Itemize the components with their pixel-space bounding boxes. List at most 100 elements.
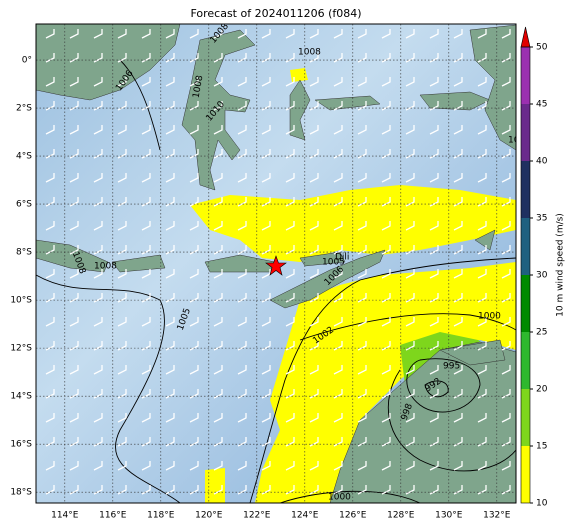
wind-barb	[309, 461, 319, 471]
wind-barb	[501, 461, 511, 471]
wind-barb	[237, 245, 247, 255]
wind-barb	[237, 365, 247, 375]
x-tick-label: 130°E	[435, 511, 463, 521]
wind-barb	[45, 485, 55, 495]
wind-barb	[261, 437, 271, 447]
wind-barb	[453, 125, 463, 135]
x-tick-label: 118°E	[147, 511, 175, 521]
wind-barb	[261, 53, 271, 63]
y-tick-label: 16°S	[10, 440, 32, 450]
wind-barb	[477, 317, 487, 327]
wind-barb	[501, 149, 511, 159]
wind-barb	[501, 365, 511, 375]
wind-barb	[453, 317, 463, 327]
wind-barb	[357, 101, 367, 111]
wind-barb	[117, 197, 127, 207]
wind-barb	[309, 53, 319, 63]
wind-barb	[141, 485, 151, 495]
wind-barb	[501, 413, 511, 423]
y-tick-label: 4°S	[16, 152, 32, 162]
wind-barb	[285, 101, 295, 111]
wind-barb	[405, 269, 415, 279]
y-tick-label: 8°S	[16, 248, 32, 258]
wind-barb	[429, 437, 439, 447]
colorbar-segment	[521, 446, 530, 503]
wind-barb	[357, 269, 367, 279]
wind-barb	[453, 293, 463, 303]
wind-barb	[333, 245, 343, 255]
wind-barb	[333, 461, 343, 471]
wind-barb	[165, 173, 175, 183]
wind-barb	[117, 149, 127, 159]
wind-barb	[309, 269, 319, 279]
x-tick-label: 132°E	[483, 511, 511, 521]
wind-barb	[213, 293, 223, 303]
wind-barb	[261, 221, 271, 231]
wind-barb	[69, 125, 79, 135]
wind-barb	[381, 221, 391, 231]
wind-barb	[141, 245, 151, 255]
wind-barb	[381, 101, 391, 111]
wind-barb	[93, 125, 103, 135]
wind-barb	[141, 125, 151, 135]
title: Forecast of 2024011206 (f084)	[190, 7, 361, 20]
wind-barb	[165, 77, 175, 87]
wind-barb	[213, 221, 223, 231]
wind-barb	[381, 245, 391, 255]
wind-barb	[477, 29, 487, 39]
wind-barb	[213, 245, 223, 255]
wind-barb	[501, 245, 511, 255]
wind-barb	[165, 197, 175, 207]
wind-barb	[477, 125, 487, 135]
wind-barb	[213, 197, 223, 207]
wind-barb	[501, 389, 511, 399]
wind-barb	[237, 53, 247, 63]
wind-barb	[453, 197, 463, 207]
wind-barb	[357, 461, 367, 471]
wind-barb	[45, 389, 55, 399]
wind-barb	[69, 461, 79, 471]
wind-barb	[429, 389, 439, 399]
y-tick-label: 0°	[22, 56, 32, 66]
wind-barb	[261, 101, 271, 111]
wind-barb	[237, 437, 247, 447]
colorbar-tick-label: 45	[536, 100, 547, 110]
wind-barb	[405, 245, 415, 255]
x-tick-label: 124°E	[291, 511, 319, 521]
wind-barb	[237, 149, 247, 159]
x-tick-label: 128°E	[387, 511, 415, 521]
wind-barb	[237, 485, 247, 495]
wind-barb	[117, 101, 127, 111]
wind-barb	[285, 413, 295, 423]
wind-barb	[93, 437, 103, 447]
wind-barb	[429, 29, 439, 39]
wind-barb	[357, 173, 367, 183]
colorbar-label: 10 m wind speed (m/s)	[556, 213, 566, 317]
wind-barb	[309, 341, 319, 351]
wind-barb	[285, 485, 295, 495]
wind-barb	[213, 149, 223, 159]
wind-barb	[333, 341, 343, 351]
wind-barb	[357, 197, 367, 207]
wind-barb	[501, 29, 511, 39]
wind-barb	[477, 293, 487, 303]
map: 1008 1008 1006 1008 1010 1008 1005 1005 …	[36, 24, 516, 503]
wind-barb	[165, 125, 175, 135]
wind-barb	[309, 149, 319, 159]
wind-barb	[213, 101, 223, 111]
wind-barb	[93, 389, 103, 399]
colorbar-tick-label: 40	[536, 157, 548, 167]
x-tick-label: 114°E	[51, 511, 79, 521]
wind-barb	[165, 341, 175, 351]
wind-barb	[45, 365, 55, 375]
wind-barb	[501, 53, 511, 63]
wind-barb	[141, 413, 151, 423]
wind-barb	[501, 341, 511, 351]
location-star	[265, 255, 287, 276]
wind-barb	[189, 461, 199, 471]
wind-barb	[453, 341, 463, 351]
wind-barb	[189, 269, 199, 279]
wind-barb	[189, 77, 199, 87]
wind-barb	[141, 29, 151, 39]
wind-barb	[117, 77, 127, 87]
